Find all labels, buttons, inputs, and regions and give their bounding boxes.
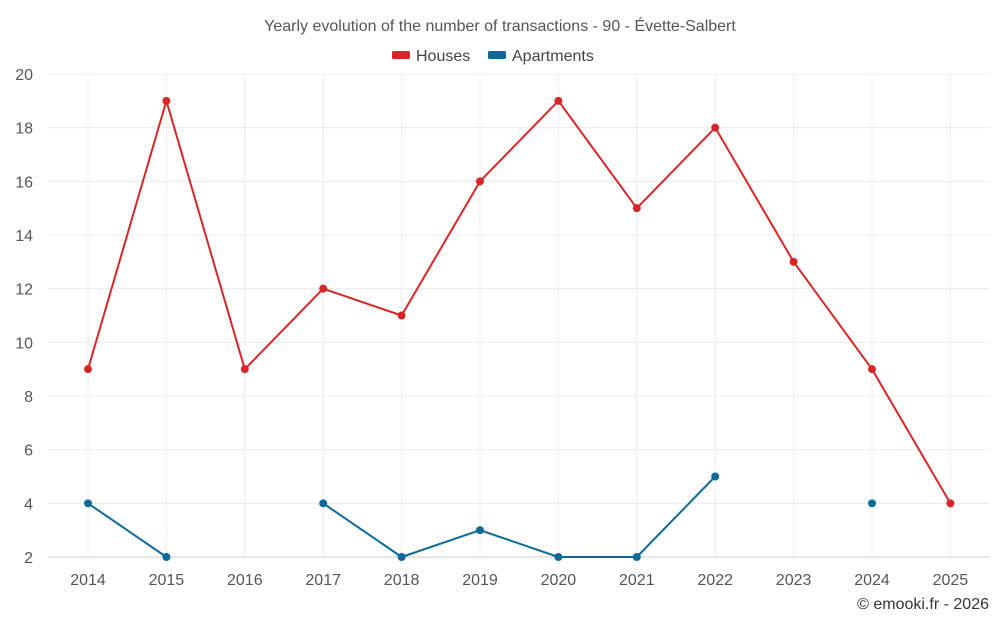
legend-item-houses[interactable]: Houses: [392, 48, 470, 65]
x-tick-label: 2018: [384, 572, 420, 589]
chart-title: Yearly evolution of the number of transa…: [264, 16, 736, 35]
y-tick-label: 6: [24, 443, 33, 460]
x-tick-label: 2015: [149, 572, 185, 589]
y-tick-label: 12: [15, 282, 33, 299]
x-tick-label: 2019: [462, 572, 498, 589]
data-point-apartments[interactable]: [397, 553, 406, 561]
series-line-apartments: [322, 475, 716, 558]
data-point-houses[interactable]: [476, 177, 484, 186]
y-tick-label: 4: [24, 496, 33, 513]
data-point-houses[interactable]: [632, 204, 641, 213]
y-axis: 2 4 6 8 10 12 14 16 18 20: [15, 67, 33, 567]
x-tick-label: 2014: [70, 572, 106, 589]
data-point-houses[interactable]: [868, 365, 876, 374]
y-tick-label: 8: [24, 389, 33, 406]
x-tick-label: 2025: [933, 572, 969, 589]
legend-label: Houses: [416, 48, 470, 65]
x-axis: 2014 2015 2016 2017 2018 2019 2020 2021 2022 2023…: [70, 572, 968, 589]
y-tick-label: 10: [15, 335, 33, 352]
data-point-apartments[interactable]: [162, 553, 171, 561]
data-point-houses[interactable]: [397, 311, 406, 320]
legend-swatch: [488, 51, 506, 59]
y-tick-label: 18: [15, 121, 33, 138]
data-point-houses[interactable]: [162, 96, 171, 105]
data-point-apartments[interactable]: [84, 499, 92, 508]
data-point-apartments[interactable]: [319, 499, 328, 508]
series-line-apartments: [87, 502, 167, 558]
data-point-apartments[interactable]: [868, 499, 876, 508]
y-tick-label: 20: [15, 67, 33, 84]
grid: [48, 73, 990, 558]
data-point-houses[interactable]: [84, 365, 92, 374]
x-tick-label: 2024: [854, 572, 890, 589]
data-point-houses[interactable]: [789, 257, 798, 266]
data-point-houses[interactable]: [240, 365, 249, 374]
x-tick-label: 2023: [776, 572, 812, 589]
legend-label: Apartments: [512, 48, 594, 65]
series-layer: [84, 96, 955, 561]
data-point-houses[interactable]: [711, 123, 720, 132]
data-point-houses[interactable]: [946, 499, 955, 508]
series-houses: [84, 96, 955, 508]
legend-swatch: [392, 51, 410, 59]
y-tick-label: 16: [15, 174, 33, 191]
data-point-houses[interactable]: [319, 284, 328, 293]
y-tick-label: 2: [24, 550, 33, 567]
data-point-apartments[interactable]: [476, 526, 484, 535]
y-tick-label: 14: [15, 228, 33, 245]
series-apartments: [84, 472, 876, 561]
x-tick-label: 2021: [619, 572, 655, 589]
data-point-houses[interactable]: [554, 96, 563, 105]
legend: Houses Apartments: [392, 48, 594, 65]
x-tick-label: 2020: [541, 572, 577, 589]
data-point-apartments[interactable]: [632, 553, 641, 561]
data-point-apartments[interactable]: [711, 472, 720, 481]
x-tick-label: 2017: [305, 572, 341, 589]
credit-text: © emooki.fr - 2026: [857, 596, 989, 613]
legend-item-apartments[interactable]: Apartments: [488, 48, 594, 65]
x-tick-label: 2022: [697, 572, 733, 589]
data-point-apartments[interactable]: [554, 553, 563, 561]
series-line-houses: [87, 99, 952, 504]
x-tick-label: 2016: [227, 572, 263, 589]
